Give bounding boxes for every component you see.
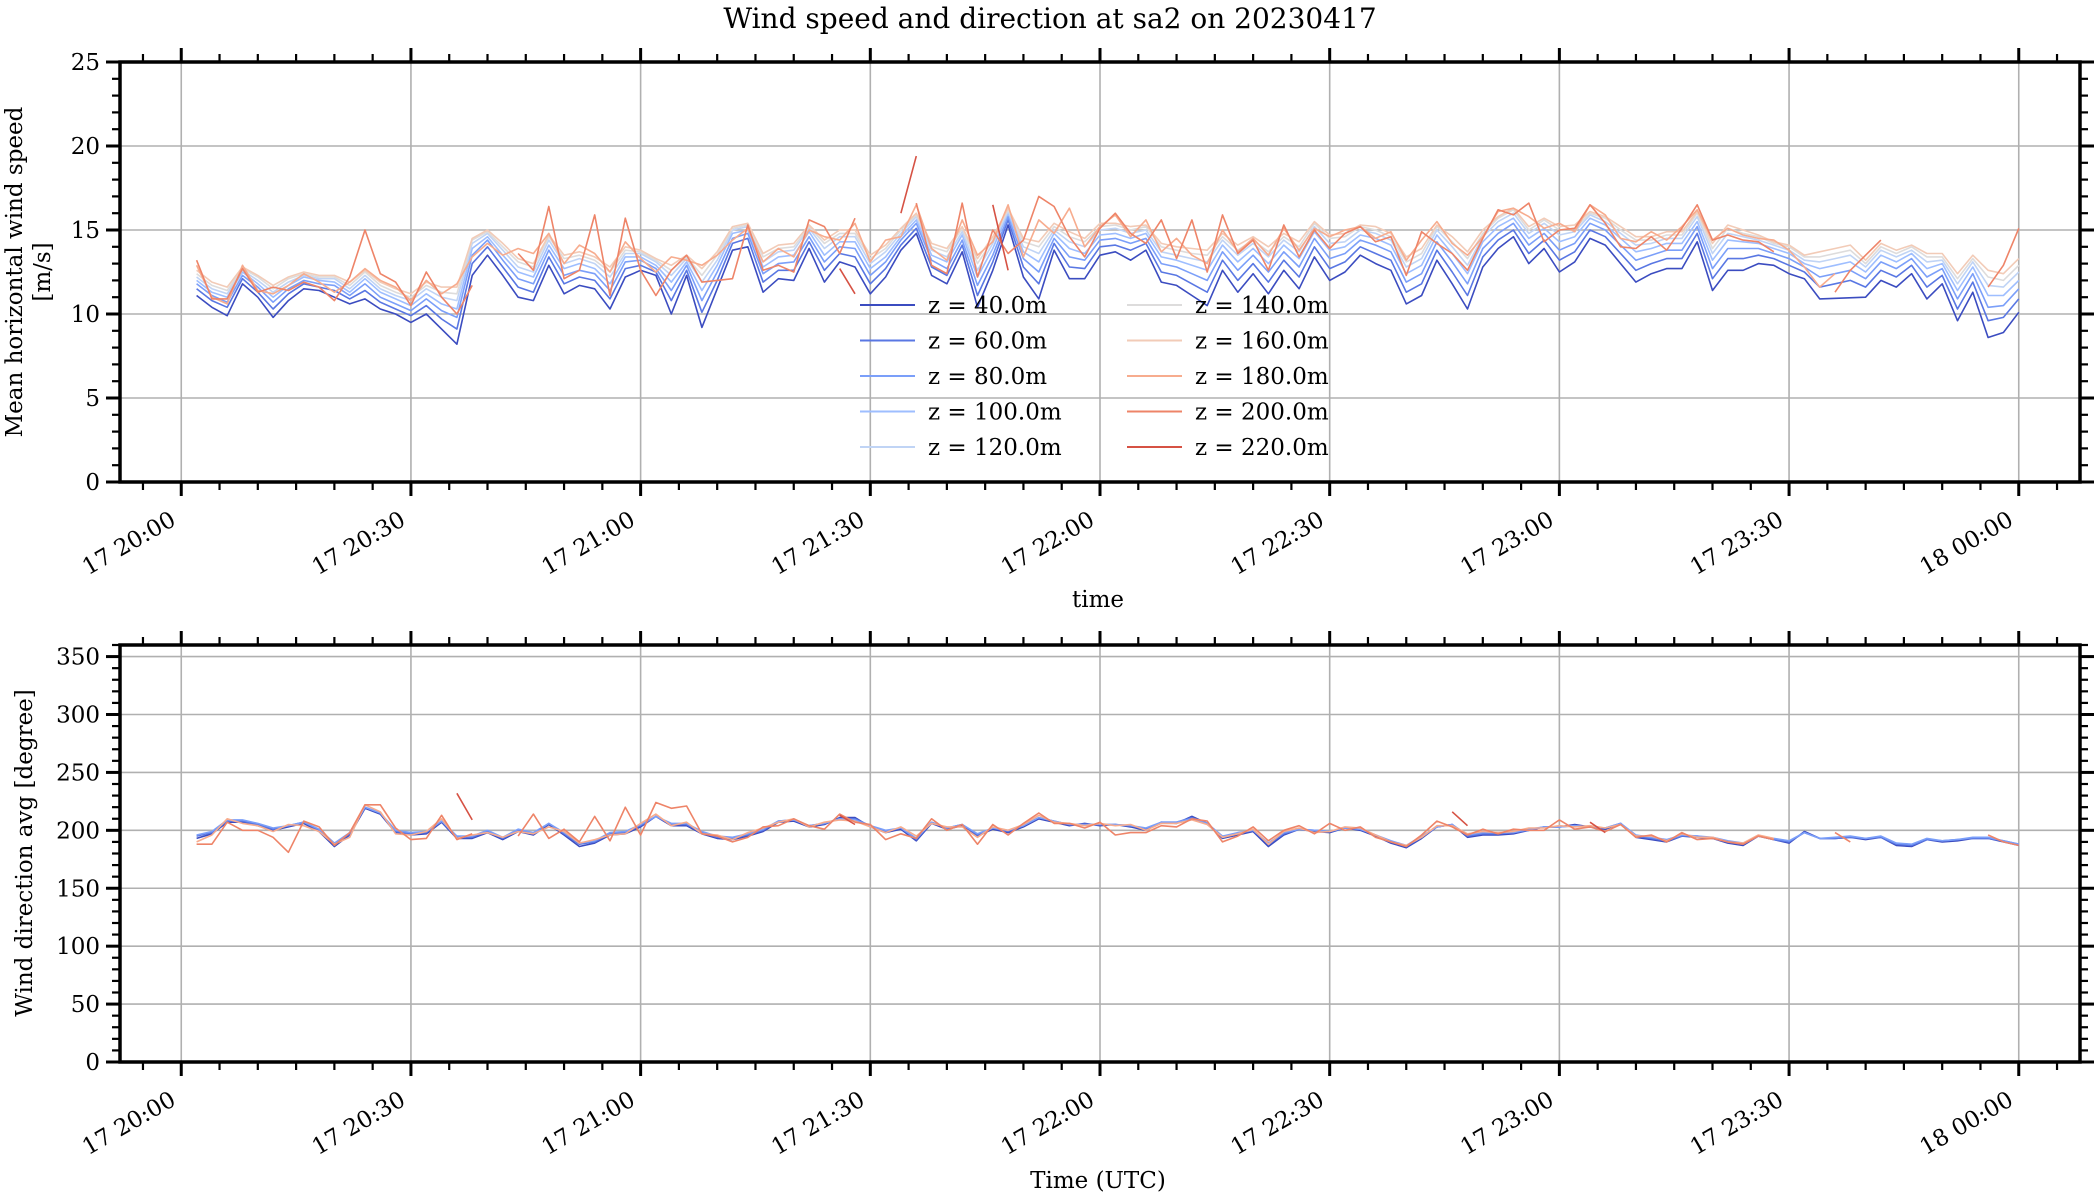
- series-line-40-0m: [196, 224, 2020, 345]
- wind-direction-ylabel: Wind direction avg [degree]: [12, 689, 38, 1017]
- series-line-60-0m: [196, 219, 2020, 330]
- series-line-200-0m: [196, 801, 2019, 854]
- series-line-180-0m: [195, 204, 1836, 305]
- legend-label: z = 100.0m: [928, 400, 1062, 426]
- wind-speed-axes-frame: [118, 60, 2082, 484]
- legend-label: z = 40.0m: [928, 293, 1047, 319]
- legend-label: z = 120.0m: [928, 435, 1062, 461]
- y-tick-label: 50: [71, 992, 100, 1018]
- y-tick-label: 0: [85, 1050, 100, 1076]
- series-line-140-0m: [196, 209, 2020, 298]
- legend-label: z = 140.0m: [1195, 293, 1329, 319]
- y-tick-label: 10: [71, 302, 100, 328]
- series-line-160-0m: [196, 207, 2020, 295]
- wind-speed-lines: [195, 155, 2020, 345]
- wind-speed-ylabel-line1: Mean horizontal wind speed: [2, 106, 28, 437]
- wind-speed-xlabel: time: [1072, 587, 1124, 613]
- y-tick-label: 250: [56, 760, 100, 786]
- wind-speed-ylabel-line2: [m/s]: [30, 242, 56, 301]
- legend-label: z = 220.0m: [1195, 435, 1329, 461]
- series-line-120-0m: [196, 210, 2020, 302]
- y-tick-label: 100: [56, 934, 100, 960]
- y-tick-label: 200: [56, 818, 100, 844]
- legend: z = 40.0m z = 60.0m z = 80.0m z = 100.0m z =…: [860, 293, 1329, 461]
- series-line-220-0m: [839, 155, 1009, 295]
- series-line-200-0m: [195, 195, 2020, 315]
- series-line-220-0m: [456, 792, 1606, 834]
- legend-label: z = 60.0m: [928, 329, 1047, 355]
- series-line-100-0m: [196, 212, 2020, 310]
- y-tick-label: 20: [71, 134, 100, 160]
- y-tick-label: 5: [85, 386, 100, 412]
- wind-direction-lines: [196, 792, 2019, 854]
- wind-speed-grid: [120, 62, 2080, 482]
- wind-direction-xlabel: Time (UTC): [1030, 1168, 1166, 1194]
- y-tick-label: 0: [85, 470, 100, 496]
- y-tick-label: 300: [56, 703, 100, 729]
- figure-title: Wind speed and direction at sa2 on 20230…: [723, 2, 1376, 35]
- y-tick-label: 350: [56, 645, 100, 671]
- wind-direction-grid: [120, 645, 2080, 1062]
- legend-label: z = 180.0m: [1195, 364, 1329, 390]
- y-tick-label: 150: [56, 876, 100, 902]
- legend-label: z = 200.0m: [1195, 400, 1329, 426]
- series-line-80-0m: [196, 215, 2020, 319]
- y-tick-label: 15: [71, 218, 100, 244]
- legend-label: z = 160.0m: [1195, 329, 1329, 355]
- y-tick-label: 25: [71, 50, 100, 76]
- wind-direction-axes-frame: [118, 643, 2082, 1064]
- legend-label: z = 80.0m: [928, 364, 1047, 390]
